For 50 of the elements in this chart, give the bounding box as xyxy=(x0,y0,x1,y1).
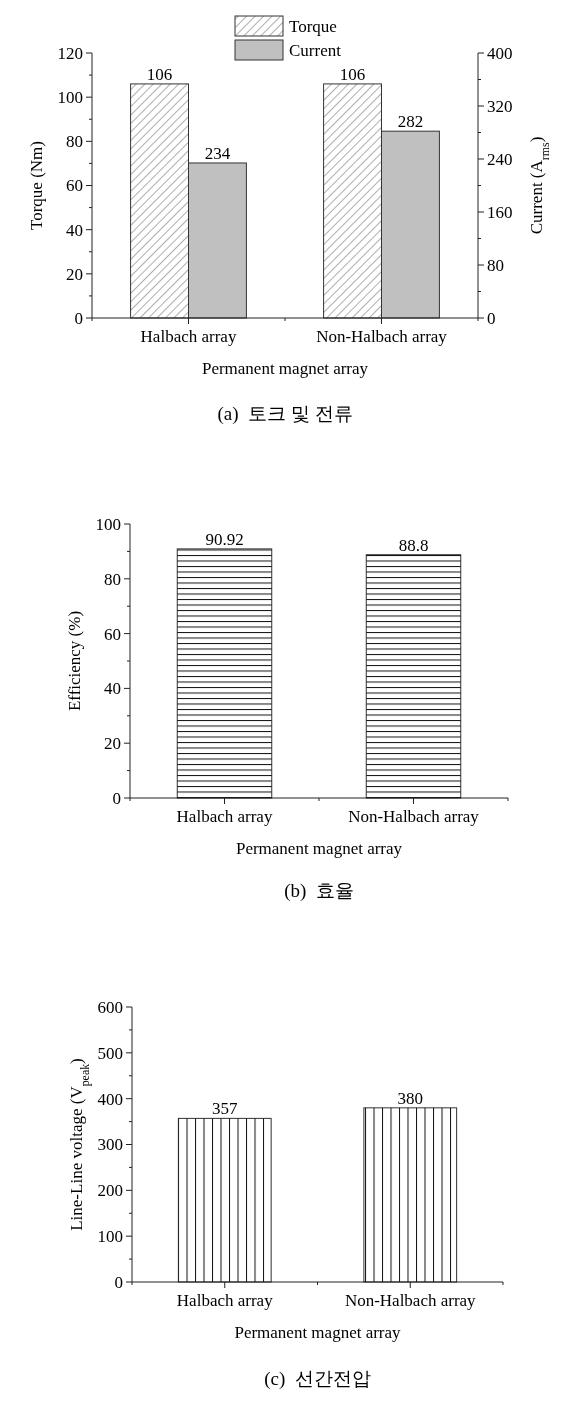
y2-tick-label: 160 xyxy=(487,202,513,222)
data-label: 106 xyxy=(146,64,173,84)
y-tick-label: 80 xyxy=(104,569,121,589)
y-tick-label: 20 xyxy=(104,734,121,754)
y-tick-label: 100 xyxy=(57,88,83,108)
y-tick-label: 80 xyxy=(66,132,83,152)
data-label: 380 xyxy=(397,1088,423,1108)
y-tick-label: 120 xyxy=(57,43,83,63)
y-tick-label: 60 xyxy=(66,176,83,196)
x-axis-title: Permanent magnet array xyxy=(235,839,403,858)
text: (c) 선간전압 xyxy=(264,1368,371,1390)
x-tick-label: Non-Halbach array xyxy=(348,807,480,826)
legend-label: Current xyxy=(289,40,342,60)
y-axis-title: Efficiency (%) xyxy=(65,610,84,712)
y-tick-label: 300 xyxy=(97,1135,123,1155)
y-tick-label: 600 xyxy=(97,997,123,1017)
y-axis-title: Torque (Nm) xyxy=(27,141,46,230)
x-tick-label: Halbach array xyxy=(140,327,237,346)
data-label: 282 xyxy=(397,112,424,132)
legend-label: Torque xyxy=(289,16,337,36)
x-tick-label: Halbach array xyxy=(176,807,273,826)
y-tick-label: 20 xyxy=(66,264,83,284)
data-label: 357 xyxy=(212,1099,238,1119)
y2-tick-label: 320 xyxy=(487,96,513,116)
x-axis-title: Permanent magnet array xyxy=(201,359,369,378)
data-label: 90.92 xyxy=(205,529,244,549)
data-label: 234 xyxy=(204,143,231,163)
y-tick-label: 200 xyxy=(97,1181,123,1201)
x-tick-label: Non-Halbach array xyxy=(316,327,448,346)
y-tick-label: 40 xyxy=(66,220,83,240)
data-label: 88.8 xyxy=(398,535,429,555)
x-tick-label: Halbach array xyxy=(176,1291,274,1310)
y-tick-label: 0 xyxy=(114,1272,123,1292)
y2-tick-label: 80 xyxy=(487,255,504,275)
y-tick-label: 100 xyxy=(97,1227,123,1247)
y-tick-label: 0 xyxy=(74,308,83,328)
x-axis-title: Permanent magnet array xyxy=(234,1323,402,1342)
y-tick-label: 40 xyxy=(104,679,121,699)
text: (a) 토크 및 전류 xyxy=(217,403,353,425)
y-tick-label: 400 xyxy=(97,1089,123,1109)
y2-tick-label: 400 xyxy=(487,43,513,63)
x-tick-label: Non-Halbach array xyxy=(344,1291,477,1310)
text: (b) 효율 xyxy=(284,880,354,902)
y-tick-label: 100 xyxy=(95,514,121,534)
data-label: 106 xyxy=(339,64,366,84)
y2-tick-label: 0 xyxy=(487,308,496,328)
y2-tick-label: 240 xyxy=(487,149,513,169)
y-tick-label: 0 xyxy=(112,788,121,808)
y-tick-label: 500 xyxy=(97,1043,123,1063)
y-tick-label: 60 xyxy=(104,624,121,644)
